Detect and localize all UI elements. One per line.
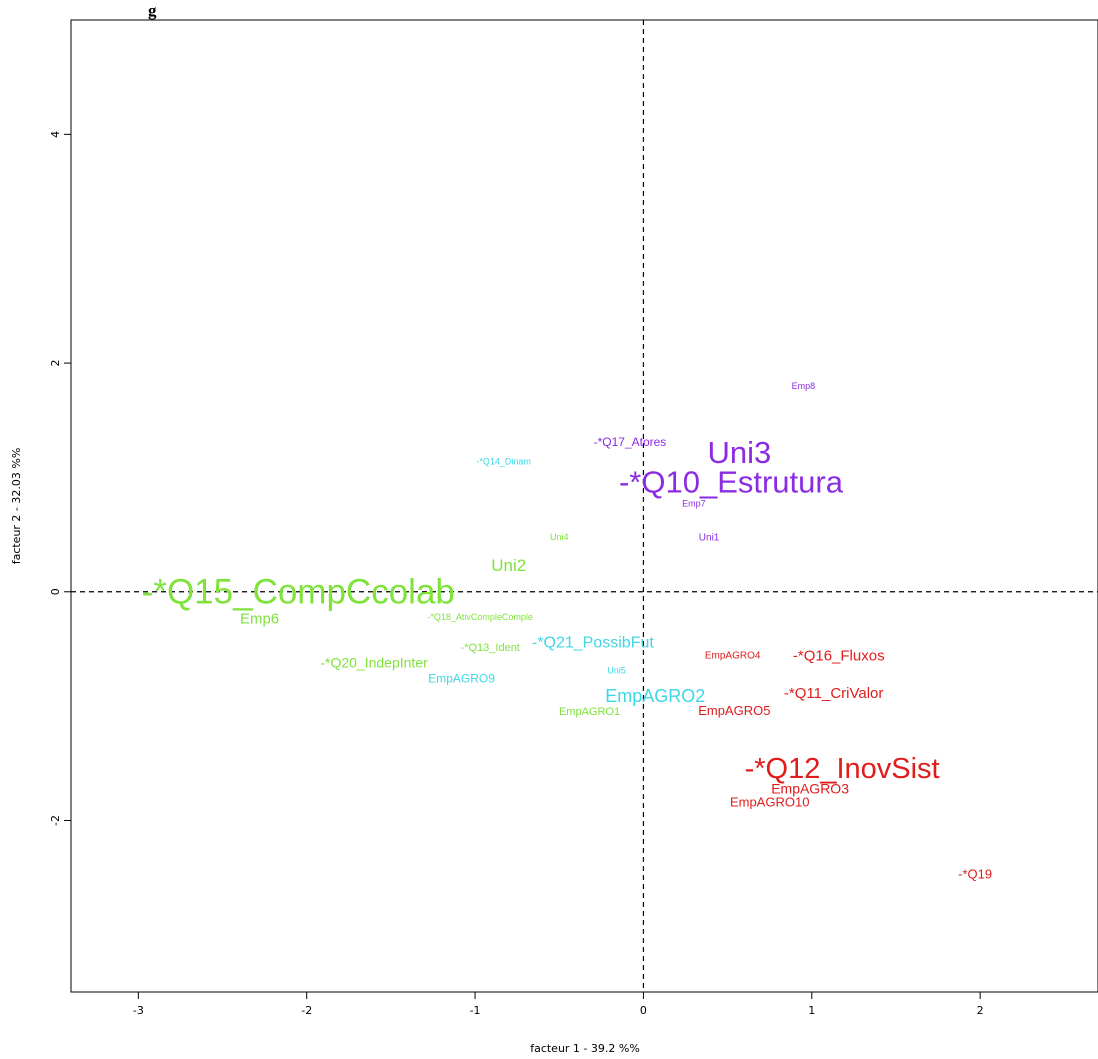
y-tick-label: 4: [49, 131, 62, 138]
x-tick-label: -3: [133, 1004, 144, 1017]
y-tick-label: 0: [49, 588, 62, 595]
point-label: -*Q12_InovSist: [745, 753, 940, 785]
point-label: -*Q18_AtivCompleComple: [427, 612, 533, 622]
point-label: Uni3: [708, 435, 772, 470]
point-label: Uni1: [699, 533, 720, 544]
point-label: Emp6: [240, 611, 279, 628]
x-tick-label: 1: [808, 1004, 815, 1017]
point-label: Uni5: [607, 666, 626, 676]
reference-lines: [71, 20, 1098, 992]
point-label: -*Q15_CompCcolab: [142, 572, 455, 611]
point-label: Uni4: [550, 532, 569, 542]
point-label: -*Q13_Ident: [461, 642, 520, 654]
point-label: EmpAGRO3: [771, 780, 849, 796]
point-label: Emp7: [682, 499, 706, 509]
y-axis: -2 0 2 4: [49, 131, 71, 826]
point-label: Emp8: [792, 381, 816, 391]
point-label: EmpAGRO9: [428, 672, 495, 686]
x-tick-label: -2: [301, 1004, 312, 1017]
point-label: EmpAGRO5: [698, 703, 770, 718]
x-axis-label: facteur 1 - 39.2 %%: [530, 1042, 640, 1055]
point-label: EmpAGRO10: [730, 795, 809, 810]
point-label: EmpAGRO4: [705, 650, 761, 661]
plot-frame: [70, 19, 1098, 993]
x-tick-label: 0: [640, 1004, 647, 1017]
y-axis-label: facteur 2 - 32.03 %%: [10, 448, 23, 565]
point-label: -*Q19: [958, 867, 992, 882]
x-tick-label: 2: [977, 1004, 984, 1017]
point-label: -*Q20_IndepInter: [320, 655, 428, 671]
point-label: -*Q10_Estrutura: [619, 464, 844, 499]
chart-title: g: [148, 1, 157, 20]
point-label: EmpAGRO2: [605, 686, 705, 706]
x-tick-label: -1: [470, 1004, 481, 1017]
y-tick-label: -2: [49, 815, 62, 826]
point-label: EmpAGRO1: [559, 706, 620, 718]
y-tick-label: 2: [49, 360, 62, 367]
x-axis: -3 -2 -1 0 1 2: [133, 992, 984, 1017]
point-label: -*Q17_Atores: [594, 435, 667, 449]
point-label: -*Q11_CriValor: [784, 685, 883, 702]
point-label: -*Q14_Dinam: [476, 456, 531, 466]
point-label: Uni2: [491, 556, 526, 575]
point-label: -*Q21_PossibFut: [532, 635, 654, 652]
point-label: -*Q16_Fluxos: [793, 647, 885, 664]
